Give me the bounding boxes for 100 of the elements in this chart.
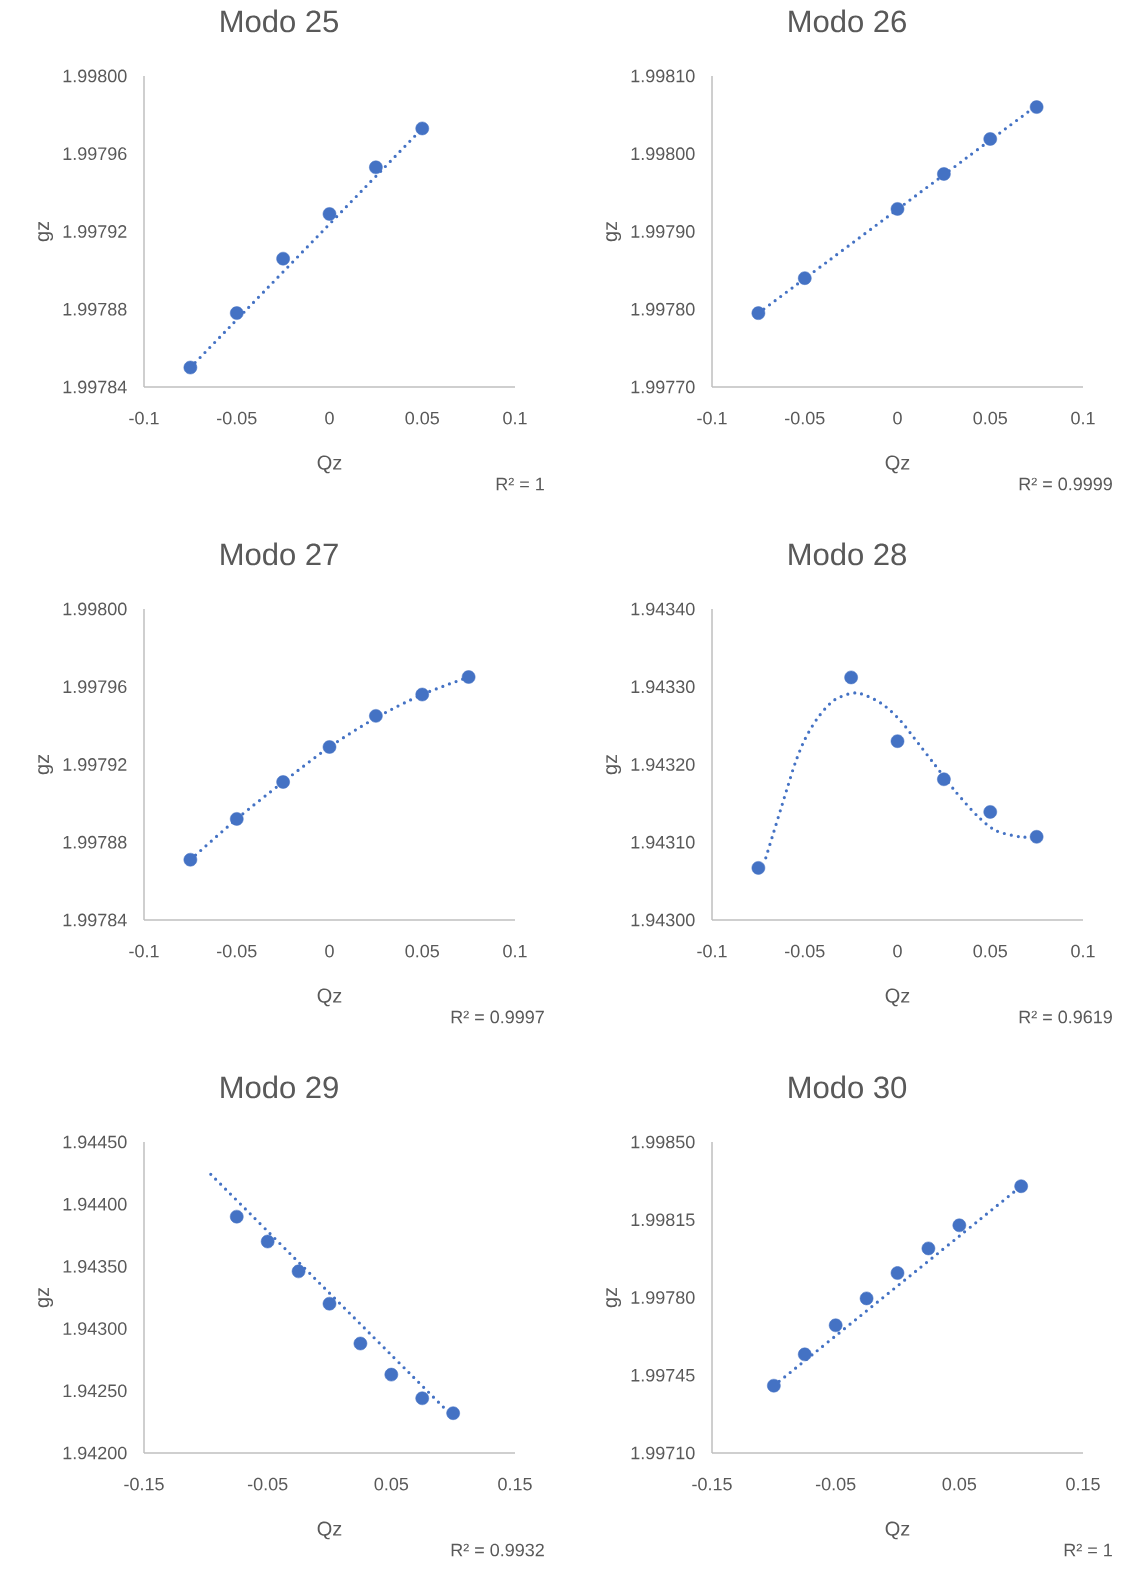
point xyxy=(767,1378,781,1393)
point xyxy=(369,709,383,723)
x-tick-label: -0.05 xyxy=(815,1477,856,1491)
point xyxy=(183,360,198,375)
point xyxy=(1029,100,1044,114)
x-tick-label: 0.15 xyxy=(498,1477,532,1491)
x-tick-label: 0.05 xyxy=(973,944,1008,958)
point xyxy=(369,160,383,175)
y-tick-label: 1.99792 xyxy=(63,758,127,771)
x-axis-title: Qz xyxy=(885,455,910,474)
x-tick-label: -0.05 xyxy=(217,411,257,425)
x-tick-label: 0.15 xyxy=(1066,1477,1100,1491)
x-tick-label: 0.1 xyxy=(1071,411,1095,425)
x-axis-title: Qz xyxy=(317,1521,342,1540)
point xyxy=(446,1406,460,1420)
x-tick-label: 0.05 xyxy=(405,411,440,425)
x-tick-label: 0.05 xyxy=(405,944,440,958)
point xyxy=(921,1241,936,1256)
point xyxy=(229,1209,244,1224)
point xyxy=(322,1296,337,1311)
point xyxy=(415,1391,430,1406)
point xyxy=(1029,830,1044,844)
point xyxy=(751,861,766,875)
y-axis-title: gz xyxy=(38,1287,54,1308)
chart-title: Modo 25 xyxy=(221,9,339,33)
x-tick-label: -0.05 xyxy=(785,411,825,425)
y-axis-title: gz xyxy=(38,754,54,775)
point xyxy=(415,121,430,136)
y-tick-label: 1.99810 xyxy=(631,69,695,83)
y-tick-label: 1.99800 xyxy=(63,69,127,83)
x-axis-title: Qz xyxy=(885,1521,910,1540)
y-tick-label: 1.99710 xyxy=(631,1446,695,1460)
chart-title: Modo 26 xyxy=(789,9,906,33)
point xyxy=(797,271,812,285)
y-tick-label: 1.99780 xyxy=(631,302,695,316)
x-tick-label: -0.05 xyxy=(785,944,825,958)
y-tick-label: 1.94310 xyxy=(631,835,695,849)
point xyxy=(890,1266,905,1280)
point xyxy=(276,251,290,266)
point xyxy=(322,207,337,221)
point xyxy=(983,805,998,819)
point xyxy=(1014,1179,1028,1193)
y-axis-title: gz xyxy=(606,221,622,242)
y-tick-label: 1.99800 xyxy=(63,602,127,616)
y-tick-label: 1.99796 xyxy=(63,680,127,694)
point xyxy=(384,1367,399,1382)
y-tick-label: 1.99790 xyxy=(631,225,695,238)
point xyxy=(844,670,858,685)
x-tick-label: 0.1 xyxy=(503,944,527,958)
point xyxy=(291,1264,306,1279)
y-tick-label: 1.99792 xyxy=(63,225,127,238)
y-tick-label: 1.94200 xyxy=(63,1446,127,1460)
chart-title: Modo 30 xyxy=(789,1075,907,1099)
point xyxy=(322,740,337,754)
y-tick-label: 1.94320 xyxy=(631,758,695,771)
y-tick-label: 1.94340 xyxy=(631,602,695,616)
point xyxy=(183,852,198,867)
point xyxy=(859,1291,874,1306)
chart-title: Modo 27 xyxy=(221,542,338,566)
x-tick-label: -0.1 xyxy=(129,411,159,425)
point xyxy=(890,734,905,748)
y-tick-label: 1.99788 xyxy=(63,835,127,849)
x-tick-label: -0.15 xyxy=(124,1477,164,1491)
point xyxy=(937,772,951,787)
x-tick-label: -0.1 xyxy=(697,411,727,425)
text: R² = 0.9932 xyxy=(451,1543,544,1557)
point xyxy=(751,306,766,320)
text: R² = 0.9999 xyxy=(1019,477,1112,491)
y-tick-label: 1.99815 xyxy=(631,1213,695,1227)
y-tick-label: 1.94450 xyxy=(63,1135,127,1149)
text: R² = 1 xyxy=(496,477,544,491)
y-tick-label: 1.99796 xyxy=(63,147,127,161)
point xyxy=(229,812,244,826)
y-tick-label: 1.99780 xyxy=(631,1291,695,1304)
x-axis-title: Qz xyxy=(317,455,342,474)
point xyxy=(260,1234,275,1249)
y-tick-label: 1.99850 xyxy=(631,1135,695,1149)
y-tick-label: 1.99784 xyxy=(63,913,127,927)
point xyxy=(828,1318,843,1333)
x-tick-label: 0.1 xyxy=(503,411,527,425)
point xyxy=(229,306,244,320)
point xyxy=(937,167,951,181)
y-axis-title: gz xyxy=(606,754,622,775)
point xyxy=(461,670,476,684)
point xyxy=(276,775,290,789)
y-tick-label: 1.94350 xyxy=(63,1260,127,1273)
y-tick-label: 1.99800 xyxy=(631,147,695,161)
x-tick-label: 0 xyxy=(325,411,334,425)
x-tick-label: 0 xyxy=(893,411,902,425)
chart-title: Modo 29 xyxy=(221,1075,338,1099)
point xyxy=(890,202,905,216)
x-tick-label: 0.05 xyxy=(973,411,1008,425)
text: R² = 0.9997 xyxy=(451,1010,544,1024)
x-tick-label: -0.05 xyxy=(247,1477,288,1491)
text: R² = 0.9619 xyxy=(1019,1010,1112,1024)
x-tick-label: 0.05 xyxy=(374,1477,409,1491)
y-axis-title: gz xyxy=(38,221,54,242)
chart-title: Modo 28 xyxy=(789,542,906,566)
y-tick-label: 1.94330 xyxy=(631,680,695,694)
y-axis-title: gz xyxy=(606,1287,622,1308)
